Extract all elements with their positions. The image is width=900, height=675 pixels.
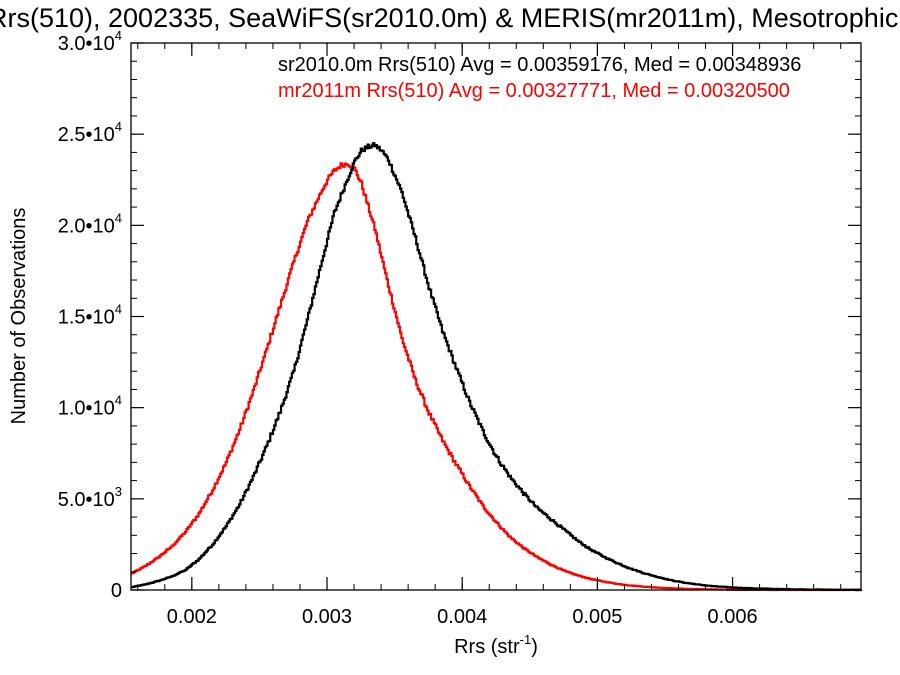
ticks-layer: 0.002 0.003 0.004 0.005 0.006 0 5.0•103 1.0•104… — [58, 28, 861, 628]
legend: sr2010.0m Rrs(510) Avg = 0.00359176, Med… — [278, 54, 801, 102]
y-tick-label: 2.0•104 — [58, 210, 122, 237]
x-tick-label: 0.006 — [708, 606, 758, 628]
legend-entry-meris: mr2011m Rrs(510) Avg = 0.00327771, Med =… — [278, 80, 790, 102]
series-meris-histogram — [131, 162, 863, 592]
x-axis-label-unit-exponent: -1 — [520, 632, 532, 647]
y-tick-label: 2.5•104 — [58, 119, 122, 146]
x-tick-label: 0.002 — [167, 606, 217, 628]
legend-entry-seawifs: sr2010.0m Rrs(510) Avg = 0.00359176, Med… — [278, 54, 801, 76]
x-tick-label: 0.004 — [437, 606, 487, 628]
x-tick-label: 0.003 — [302, 606, 352, 628]
chart-title: Rrs(510), 2002335, SeaWiFS(sr2010.0m) & … — [0, 3, 898, 33]
y-tick-label: 3.0•104 — [58, 28, 122, 55]
y-axis-label: Number of Observations — [8, 208, 30, 425]
series-seawifs-histogram — [131, 142, 863, 592]
y-tick-label: 1.5•104 — [58, 302, 122, 329]
x-axis-label: Rrs (str-1) — [454, 632, 538, 658]
y-tick-label: 1.0•104 — [58, 393, 122, 420]
series-layer — [131, 142, 863, 592]
x-axis-label-suffix: ) — [531, 636, 538, 658]
x-axis-label-text: Rrs (str — [454, 636, 520, 658]
y-tick-label: 5.0•103 — [58, 484, 122, 511]
plot-frame — [130, 42, 862, 591]
y-tick-label: 0 — [111, 580, 122, 602]
x-tick-label: 0.005 — [572, 606, 622, 628]
